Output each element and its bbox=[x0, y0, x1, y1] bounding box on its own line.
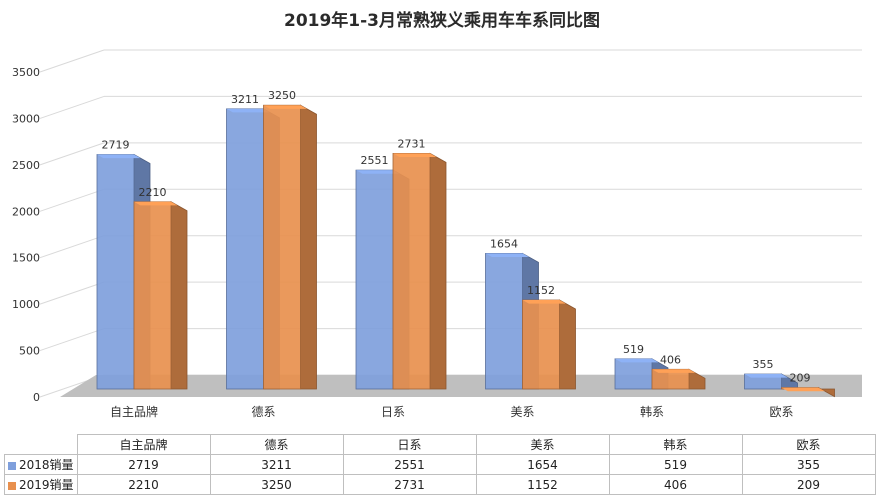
data-label: 1152 bbox=[527, 284, 555, 297]
bar-2018销量-日系 bbox=[355, 169, 394, 390]
y-tick-label: 1500 bbox=[12, 252, 40, 265]
table-row: 2019销量 2210 3250 2731 1152 406 209 bbox=[4, 474, 876, 495]
bar-2018销量-德系 bbox=[226, 108, 264, 390]
x-tick-label: 欧系 bbox=[769, 405, 793, 419]
chart-plot: 0 500 1000 1500 2000 2500 3000 3500 2719 2210 自主品… bbox=[12, 49, 862, 419]
gridline-diag bbox=[39, 95, 105, 119]
table-header-cell: 日系 bbox=[342, 434, 477, 455]
bar-top bbox=[522, 300, 566, 304]
x-tick-label: 美系 bbox=[510, 405, 534, 419]
bar-top bbox=[744, 374, 788, 378]
bar-top bbox=[485, 253, 529, 258]
bar-side bbox=[559, 299, 576, 390]
legend-label: 2018销量 bbox=[19, 458, 74, 472]
data-label: 3211 bbox=[231, 93, 259, 106]
y-tick-label: 500 bbox=[19, 345, 40, 358]
data-table: 自主品牌 德系 日系 美系 韩系 欧系 2018销量 2719 3211 2551 1654 519… bbox=[4, 434, 876, 495]
table-cell: 209 bbox=[741, 474, 876, 495]
y-tick-label: 1000 bbox=[12, 298, 40, 311]
bar-2019销量-日系 bbox=[392, 153, 431, 390]
data-label: 3250 bbox=[268, 89, 296, 102]
y-tick-label: 3500 bbox=[12, 66, 40, 79]
bar-top bbox=[226, 108, 270, 113]
data-label: 406 bbox=[660, 353, 681, 366]
table-header-row: 自主品牌 德系 日系 美系 韩系 欧系 bbox=[4, 434, 876, 455]
x-tick-label: 日系 bbox=[381, 405, 405, 419]
gridline-diag bbox=[39, 328, 105, 352]
x-tick-label: 韩系 bbox=[640, 404, 664, 419]
chart-title: 2019年1-3月常熟狭义乘用车车系同比图 bbox=[283, 11, 601, 31]
table-header-cell: 美系 bbox=[475, 434, 610, 455]
table-row: 2018销量 2719 3211 2551 1654 519 355 bbox=[4, 454, 876, 475]
table-cell: 1654 bbox=[475, 454, 610, 475]
bar-2019销量-德系 bbox=[263, 104, 301, 390]
bar-top bbox=[652, 369, 696, 373]
data-label: 355 bbox=[753, 358, 774, 371]
legend-entry: 2019销量 bbox=[4, 474, 78, 495]
bar-side bbox=[300, 104, 317, 390]
bar-2018销量-自主品牌 bbox=[96, 154, 135, 390]
bar-top bbox=[615, 358, 659, 363]
table-corner-cell bbox=[4, 434, 78, 455]
table-cell: 2210 bbox=[76, 474, 211, 495]
bar-top bbox=[393, 153, 437, 158]
table-cell: 3211 bbox=[209, 454, 344, 475]
bar-top bbox=[134, 201, 178, 206]
data-label: 519 bbox=[623, 343, 644, 356]
y-tick-label: 2500 bbox=[12, 159, 40, 172]
y-tick-label: 3000 bbox=[12, 112, 40, 125]
legend-swatch bbox=[8, 481, 16, 490]
table-header-cell: 自主品牌 bbox=[76, 434, 211, 455]
data-label: 2719 bbox=[102, 139, 130, 152]
data-label: 1654 bbox=[490, 237, 518, 250]
gridline-diag bbox=[39, 142, 105, 166]
table-cell: 2551 bbox=[342, 454, 477, 475]
bar-side bbox=[170, 201, 188, 390]
bar-2019销量-美系 bbox=[522, 299, 560, 390]
table-cell: 406 bbox=[608, 474, 743, 495]
table-cell: 519 bbox=[608, 454, 743, 475]
bar-top bbox=[356, 170, 400, 174]
table-cell: 355 bbox=[741, 454, 876, 475]
table-cell: 2731 bbox=[342, 474, 477, 495]
gridline-diag bbox=[39, 49, 105, 73]
gridline-diag bbox=[39, 281, 105, 305]
bar-top bbox=[97, 154, 141, 159]
table-cell: 2719 bbox=[76, 454, 211, 475]
data-label: 2551 bbox=[361, 154, 389, 167]
bar-top bbox=[781, 387, 825, 392]
x-tick-label: 自主品牌 bbox=[110, 405, 158, 419]
legend-label: 2019销量 bbox=[19, 478, 74, 492]
y-tick-label: 0 bbox=[33, 391, 40, 404]
data-label: 2731 bbox=[398, 137, 426, 150]
table-header-cell: 德系 bbox=[209, 434, 344, 455]
data-label: 209 bbox=[790, 372, 811, 385]
bar-2019销量-自主品牌 bbox=[133, 201, 172, 390]
data-label: 2210 bbox=[139, 186, 167, 199]
bar-2018销量-美系 bbox=[485, 253, 523, 390]
gridline-diag bbox=[39, 235, 105, 259]
bar-side bbox=[429, 152, 447, 390]
y-tick-label: 2000 bbox=[12, 205, 40, 218]
table-header-cell: 欧系 bbox=[741, 434, 876, 455]
table-cell: 3250 bbox=[209, 474, 344, 495]
bar-top bbox=[263, 105, 307, 109]
bar-2018销量-韩系 bbox=[614, 358, 653, 390]
x-tick-label: 德系 bbox=[251, 404, 275, 419]
table-header-cell: 韩系 bbox=[608, 434, 743, 455]
legend-swatch bbox=[8, 461, 16, 470]
gridline-diag bbox=[39, 188, 105, 212]
table-cell: 1152 bbox=[475, 474, 610, 495]
legend-entry: 2018销量 bbox=[4, 454, 78, 475]
